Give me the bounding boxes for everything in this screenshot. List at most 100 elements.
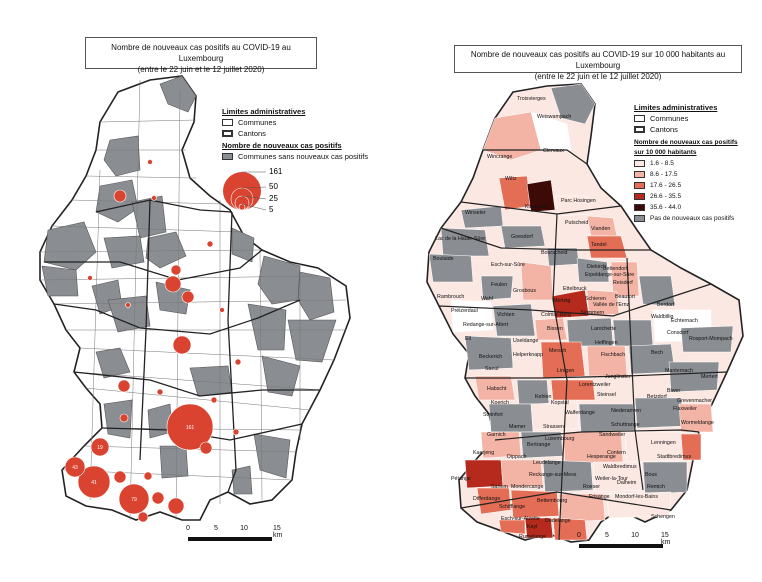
commune-label: Wormeldange bbox=[681, 420, 714, 426]
commune-label: Flaxweiler bbox=[673, 406, 697, 412]
legend-communes-row: Communes bbox=[634, 113, 760, 124]
commune-label: Dippach bbox=[507, 454, 526, 460]
bubble bbox=[137, 511, 149, 523]
bubble bbox=[119, 413, 129, 423]
commune-label: Echternach bbox=[671, 318, 698, 324]
commune-label: Luxembourg bbox=[545, 436, 574, 442]
bubble bbox=[125, 302, 131, 308]
commune-label: Bech bbox=[651, 350, 663, 356]
legend-cases-heading: Nombre de nouveaux cas positifs bbox=[222, 141, 342, 150]
commune-label: Parc Hosingen bbox=[561, 198, 596, 204]
commune-label: Vichten bbox=[497, 312, 515, 318]
bubble bbox=[151, 491, 165, 505]
scale-bar-line bbox=[579, 544, 663, 548]
rate-class-swatch bbox=[634, 182, 645, 189]
bubble bbox=[117, 379, 131, 393]
legend-cantons-label: Cantons bbox=[238, 128, 266, 138]
commune-label: Mamer bbox=[509, 424, 526, 430]
commune-label: Vianden bbox=[591, 226, 610, 232]
commune-label: Dudelange bbox=[545, 518, 571, 524]
right-map-subtitle: (entre le 22 juin et le 12 juillet 2020) bbox=[534, 72, 662, 81]
commune-label: Hesperange bbox=[587, 454, 616, 460]
bubble bbox=[234, 358, 242, 366]
commune-label: Beaufort bbox=[615, 294, 636, 300]
commune-label: Leudelange bbox=[533, 460, 561, 466]
bubble bbox=[210, 396, 218, 404]
commune-label: Manternach bbox=[665, 368, 693, 374]
right-map-panel: Nombre de nouveaux cas positifs au COVID… bbox=[381, 0, 762, 582]
commune-label: Rumelange bbox=[519, 534, 546, 540]
right-map-legend: Limites administratives Communes Cantons… bbox=[634, 103, 760, 224]
bubble bbox=[147, 159, 153, 165]
commune-label: Sandweiler bbox=[599, 432, 625, 438]
bubble bbox=[206, 240, 214, 248]
left-map-svg: 161 41 79 43 19 bbox=[39, 75, 351, 523]
bubble bbox=[164, 275, 182, 293]
bubble bbox=[113, 470, 127, 484]
right-map-title-box: Nombre de nouveaux cas positifs au COVID… bbox=[454, 45, 742, 81]
commune-label: Pétange bbox=[451, 476, 471, 482]
scale-tick: 5 bbox=[214, 525, 218, 532]
scale-tick: 15 km bbox=[273, 525, 283, 539]
commune-label: Troisvierges bbox=[517, 96, 546, 102]
bubble-label: 41 bbox=[91, 480, 97, 486]
commune-label: Vallée de l'Ernz bbox=[593, 302, 630, 308]
bubble-labels: 161 41 79 43 19 bbox=[72, 425, 194, 503]
bubble bbox=[151, 195, 157, 201]
commune-label: Roeser bbox=[583, 484, 600, 490]
left-map-subtitle: (entre le 22 juin et le 12 juillet 2020) bbox=[137, 65, 265, 74]
legend-communes-label: Communes bbox=[650, 113, 689, 123]
commune-label: Lintgen bbox=[557, 368, 574, 374]
bubble bbox=[64, 456, 86, 478]
bubble-size-label: 5 bbox=[269, 205, 274, 214]
commune-label: Biwer bbox=[667, 388, 680, 394]
rate-class-label: 1.6 - 8.5 bbox=[650, 159, 674, 167]
commune-label: Strassen bbox=[543, 424, 564, 430]
commune-label: Sanem bbox=[491, 484, 508, 490]
commune-label: Heffingen bbox=[595, 340, 618, 346]
legend-no-cases-label: Pas de nouveaux cas positifs bbox=[650, 214, 735, 222]
rate-class-label: 17.6 - 26.5 bbox=[650, 181, 682, 189]
rate-class-label: 35.6 - 44.0 bbox=[650, 203, 682, 211]
scale-tick: 0 bbox=[186, 525, 190, 532]
commune-label: Putscheid bbox=[565, 220, 588, 226]
commune-label: Esch-sur-Sûre bbox=[491, 262, 525, 268]
legend-cantons-row: Cantons bbox=[634, 124, 760, 135]
commune-label: Rambrouch bbox=[437, 294, 464, 300]
bubble bbox=[156, 388, 164, 396]
commune-label: Bettendorf bbox=[603, 266, 628, 272]
commune-label: Schieren bbox=[585, 296, 606, 302]
commune-label: Mondercange bbox=[511, 484, 543, 490]
commune-label: Niederanven bbox=[611, 408, 641, 414]
commune-label: Lac de la Haute-Sûre bbox=[435, 236, 485, 242]
rate-class-swatch bbox=[634, 193, 645, 200]
commune-label: Kiischpelt bbox=[525, 204, 548, 210]
scale-tick: 0 bbox=[577, 532, 581, 539]
commune-label: Waldbredimus bbox=[603, 464, 637, 470]
bubble-label: 43 bbox=[72, 465, 78, 471]
bubble-size-5 bbox=[238, 203, 246, 211]
commune-label: Lenningen bbox=[651, 440, 676, 446]
commune-name-labels: Troisvierges Weiswampach Clervaux Wincrange… bbox=[433, 96, 733, 540]
legend-no-cases-row: Communes sans nouveaux cas positifs bbox=[222, 151, 382, 162]
canton-boundaries bbox=[44, 199, 320, 493]
commune-label: Steinfort bbox=[483, 412, 503, 418]
bubble bbox=[219, 307, 225, 313]
commune-label: Reisdorf bbox=[613, 280, 633, 286]
bubble bbox=[232, 428, 240, 436]
commune-label: Fischbach bbox=[601, 352, 625, 358]
commune-swatch bbox=[222, 119, 233, 126]
commune-label: Mondorf-les-Bains bbox=[615, 494, 658, 500]
rate-class-label: 8.6 - 17.5 bbox=[650, 170, 678, 178]
commune-label: Schuttrange bbox=[611, 422, 640, 428]
commune-label: Useldange bbox=[513, 338, 538, 344]
right-map-svg: Troisvierges Weiswampach Clervaux Wincrange… bbox=[426, 83, 744, 543]
commune-label: Schengen bbox=[651, 514, 675, 520]
commune-label: Junglinster bbox=[605, 374, 631, 380]
commune-label: Goesdorf bbox=[511, 234, 533, 240]
scale-tick: 10 bbox=[631, 532, 639, 539]
commune-label: Bettembourg bbox=[537, 498, 567, 504]
scale-bar-line bbox=[188, 537, 272, 541]
commune-label: Nommern bbox=[581, 310, 604, 316]
canton-swatch bbox=[634, 126, 645, 133]
